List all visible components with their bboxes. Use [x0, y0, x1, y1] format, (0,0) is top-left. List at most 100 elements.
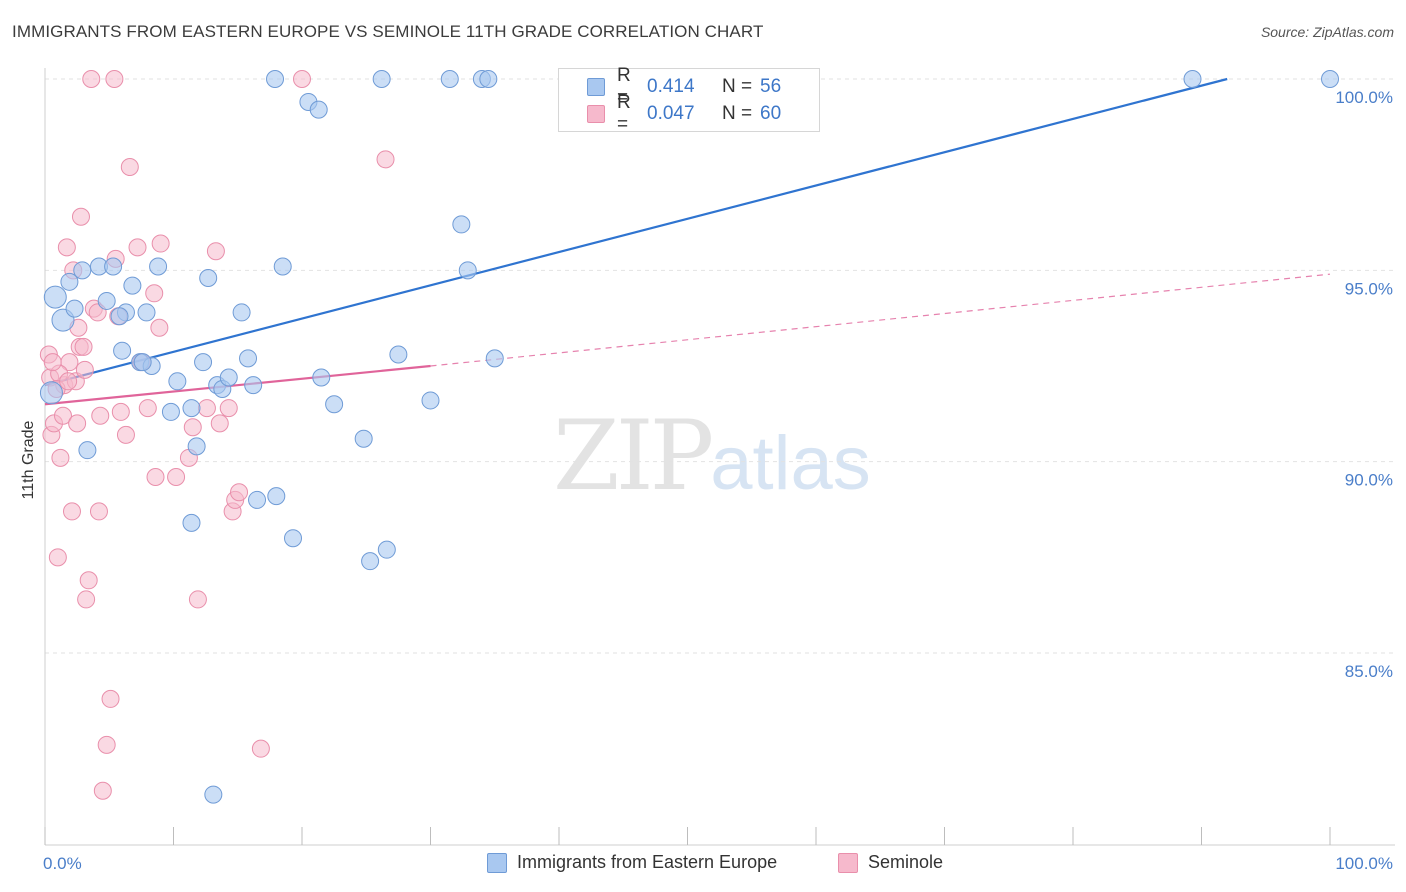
series-label-pink: Seminole — [868, 852, 944, 872]
point-immigrants-eastern-europe — [239, 349, 258, 368]
y-tick-label: 100.0% — [1335, 88, 1393, 107]
point-immigrants-eastern-europe — [110, 307, 129, 326]
point-immigrants-eastern-europe — [372, 70, 391, 88]
point-immigrants-eastern-europe — [458, 261, 477, 280]
axes — [44, 68, 1395, 846]
point-seminole — [167, 467, 186, 486]
tick-labels: 100.0% 95.0% 90.0% 85.0% 0.0% 100.0% — [43, 88, 1393, 873]
legend-swatch-blue — [587, 78, 605, 96]
point-seminole — [105, 70, 124, 88]
x-tick-label: 0.0% — [43, 854, 82, 873]
point-immigrants-eastern-europe — [43, 285, 67, 309]
legend-swatch-pink — [587, 105, 605, 123]
point-seminole — [97, 735, 116, 754]
series-legend: Immigrants from Eastern Europe Seminole — [0, 852, 1406, 878]
y-tick-label: 85.0% — [1345, 662, 1393, 681]
legend-row-pink: R = 0.047 N = 60 — [587, 92, 781, 135]
point-immigrants-eastern-europe — [1183, 70, 1202, 88]
point-seminole — [101, 689, 120, 708]
point-seminole — [75, 360, 94, 379]
point-seminole — [111, 402, 130, 421]
point-immigrants-eastern-europe — [452, 215, 471, 234]
point-immigrants-eastern-europe — [273, 257, 292, 276]
point-immigrants-eastern-europe — [199, 268, 218, 287]
legend-n-label: N = — [722, 76, 753, 97]
point-immigrants-eastern-europe — [137, 303, 156, 322]
point-seminole — [206, 242, 225, 261]
legend-row-blue: R = 0.414 N = 56 — [587, 65, 782, 108]
point-immigrants-eastern-europe — [60, 272, 79, 291]
point-seminole — [376, 150, 395, 169]
series-legend-pink: Seminole — [838, 852, 943, 873]
point-seminole — [183, 418, 202, 437]
trend-line-pink — [44, 364, 431, 406]
point-immigrants-eastern-europe — [194, 353, 213, 372]
point-immigrants-eastern-europe — [284, 529, 303, 548]
point-seminole — [51, 448, 70, 467]
point-seminole — [57, 238, 76, 257]
point-seminole — [93, 781, 112, 800]
watermark-atlas: atlas — [710, 421, 871, 506]
series-swatch-pink — [838, 852, 858, 873]
point-immigrants-eastern-europe — [104, 257, 123, 276]
trend-line-blue — [44, 77, 1228, 387]
point-immigrants-eastern-europe — [97, 291, 116, 310]
correlation-legend: R = 0.414 N = 56 R = 0.047 N = 60 — [558, 65, 820, 135]
point-immigrants-eastern-europe — [354, 429, 373, 448]
point-seminole — [53, 406, 72, 425]
point-seminole — [197, 399, 216, 418]
point-seminole — [79, 571, 98, 590]
point-seminole — [74, 337, 93, 356]
legend-n-value: 56 — [760, 76, 782, 97]
point-immigrants-eastern-europe — [65, 299, 84, 318]
point-immigrants-eastern-europe — [73, 261, 92, 280]
point-seminole — [89, 502, 108, 521]
x-tick-label: 100.0% — [1335, 854, 1393, 873]
point-immigrants-eastern-europe — [133, 353, 152, 372]
point-immigrants-eastern-europe — [168, 372, 187, 391]
point-seminole — [188, 590, 207, 609]
legend-n-label: N = — [722, 103, 753, 124]
point-immigrants-eastern-europe — [1321, 70, 1339, 88]
point-immigrants-eastern-europe — [182, 513, 201, 532]
legend-r-label: R = — [617, 65, 631, 108]
point-immigrants-eastern-europe — [479, 70, 498, 88]
point-immigrants-eastern-europe — [485, 349, 504, 368]
point-seminole — [43, 353, 62, 372]
point-immigrants-eastern-europe — [149, 257, 168, 276]
watermark-zip: ZIP — [553, 400, 714, 512]
point-immigrants-eastern-europe — [266, 70, 285, 88]
data-points — [39, 70, 1339, 804]
point-seminole — [68, 414, 87, 433]
point-seminole — [230, 483, 249, 502]
point-seminole — [145, 284, 164, 303]
point-immigrants-eastern-europe — [325, 395, 344, 414]
point-immigrants-eastern-europe — [267, 487, 286, 506]
point-immigrants-eastern-europe — [361, 552, 380, 571]
point-immigrants-eastern-europe — [440, 70, 459, 88]
y-tick-label: 90.0% — [1345, 471, 1393, 490]
series-swatch-blue — [487, 852, 507, 873]
point-seminole — [251, 739, 270, 758]
point-seminole — [77, 590, 96, 609]
point-seminole — [120, 158, 139, 177]
point-seminole — [59, 372, 78, 391]
point-seminole — [71, 207, 90, 226]
point-immigrants-eastern-europe — [377, 540, 396, 559]
point-immigrants-eastern-europe — [219, 368, 238, 387]
watermark: ZIPatlas — [553, 400, 871, 512]
point-seminole — [48, 548, 67, 567]
point-seminole — [219, 399, 238, 418]
point-immigrants-eastern-europe — [309, 100, 328, 119]
point-immigrants-eastern-europe — [182, 399, 201, 418]
series-label-blue: Immigrants from Eastern Europe — [517, 852, 778, 872]
point-seminole — [138, 399, 157, 418]
point-seminole — [128, 238, 147, 257]
legend-r-label: R = — [617, 92, 631, 135]
point-seminole — [210, 414, 229, 433]
legend-r-value: 0.414 — [647, 76, 695, 97]
chart-title: IMMIGRANTS FROM EASTERN EUROPE VS SEMINO… — [12, 22, 764, 41]
point-immigrants-eastern-europe — [232, 303, 251, 322]
point-immigrants-eastern-europe — [244, 376, 263, 395]
point-immigrants-eastern-europe — [248, 490, 267, 509]
